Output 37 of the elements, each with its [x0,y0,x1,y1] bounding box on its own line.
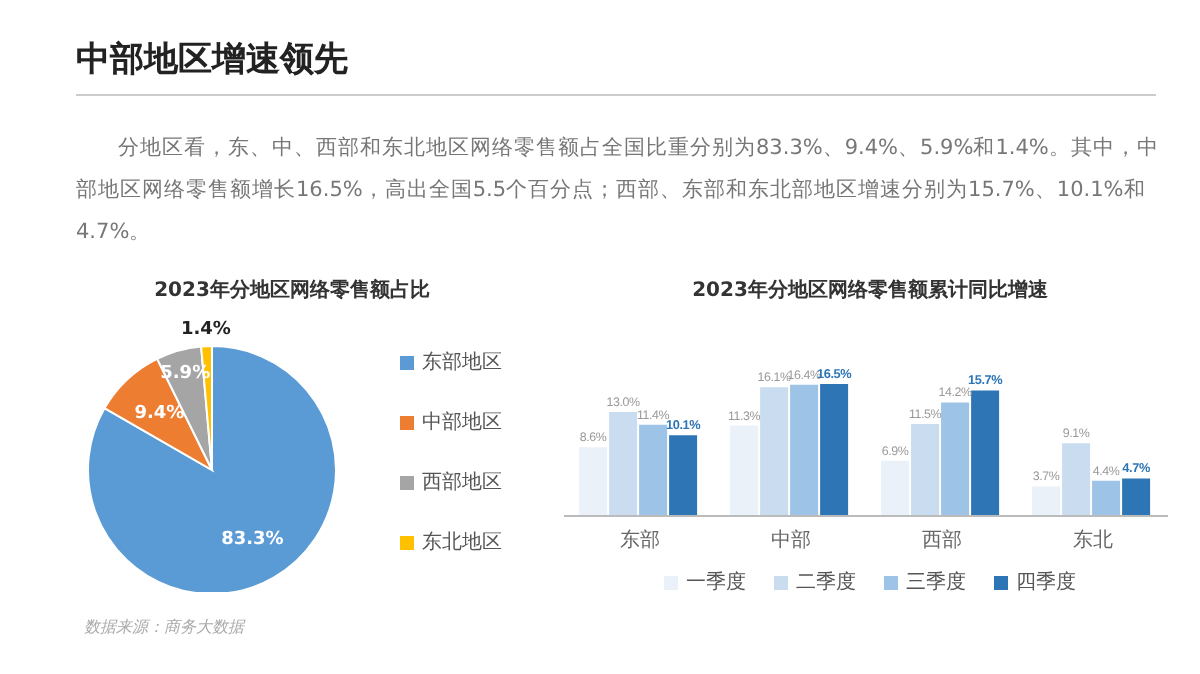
bar [609,412,638,516]
legend-label: 一季度 [686,569,746,596]
bar [760,387,789,516]
bar [579,447,608,516]
data-label: 9.4% [134,403,185,424]
legend-label: 四季度 [1016,569,1076,596]
source-note: 数据来源：商务大数据 [84,616,244,638]
bar [1032,486,1061,516]
bar [941,402,970,516]
legend-label: 中部地区 [422,409,502,436]
chart-title: 2023年分地区网络零售额占比 [152,276,432,304]
bar [820,384,849,516]
bar [1122,478,1151,516]
bar [971,390,1000,516]
x-tick-label: 中部 [770,528,811,553]
chart-title: 2023年分地区网络零售额累计同比增速 [690,276,1050,304]
bar [1062,443,1091,516]
bar [911,424,940,516]
bar [790,384,819,516]
legend-label: 东部地区 [422,349,502,376]
legend-label: 三季度 [906,569,966,596]
legend-label: 二季度 [796,569,856,596]
legend-label: 西部地区 [422,469,502,496]
bar [1092,480,1121,516]
x-tick-label: 东北 [1072,528,1113,553]
x-tick-label: 东部 [619,528,660,553]
bar [639,424,668,516]
text: 中部地区增速领先 [76,36,1156,96]
bar [730,425,759,516]
bar [669,435,698,516]
pie-slice [87,345,337,592]
bar [881,460,910,516]
data-label: 1.4% [180,320,231,341]
x-tick-label: 西部 [921,528,962,553]
data-label: 83.3% [221,529,284,550]
text: 分地区看，东、中、西部和东北地区网络零售额占全国比重分别为83.3%、9.4%、5.9%和1.4%。其中，中部地区网络零售额增长16.5%，高出全国5.5个百分点；西部、东部和东北部地区增速分别为15.7%、10.1%和4.7%。 [76,134,1161,248]
legend-label: 东北地区 [422,529,502,556]
